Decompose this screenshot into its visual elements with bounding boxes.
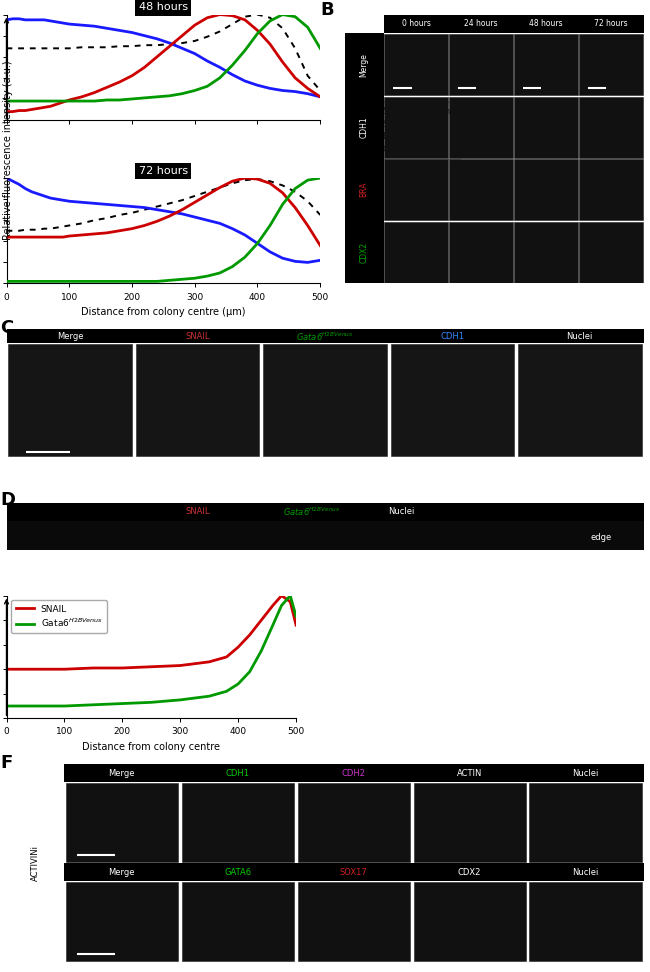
- Text: 0 hours: 0 hours: [402, 19, 430, 28]
- Text: Nuclei: Nuclei: [573, 868, 599, 877]
- Bar: [263, 344, 387, 456]
- Bar: [8, 344, 132, 456]
- Bar: [64, 863, 180, 881]
- Title: 72 hours: 72 hours: [139, 166, 188, 176]
- Bar: [411, 863, 528, 881]
- Bar: [6, 330, 134, 343]
- Text: CDH2: CDH2: [342, 769, 366, 778]
- Bar: [448, 15, 514, 33]
- Bar: [298, 882, 410, 961]
- Bar: [391, 344, 514, 456]
- Text: CDX2: CDX2: [359, 242, 369, 262]
- Bar: [413, 783, 526, 862]
- Bar: [579, 34, 643, 95]
- Text: CDH1: CDH1: [359, 117, 369, 138]
- Text: B: B: [321, 1, 335, 19]
- Bar: [384, 222, 448, 283]
- Bar: [180, 863, 296, 881]
- Bar: [514, 159, 578, 221]
- Bar: [518, 344, 642, 456]
- Bar: [528, 863, 644, 881]
- Bar: [384, 34, 448, 95]
- Bar: [384, 15, 448, 33]
- Text: CDX2: CDX2: [458, 868, 481, 877]
- Text: ACTIN: ACTIN: [457, 769, 482, 778]
- Bar: [389, 330, 516, 343]
- Text: Merge: Merge: [109, 868, 135, 877]
- Bar: [514, 222, 578, 283]
- Text: Merge: Merge: [359, 52, 369, 77]
- Bar: [579, 222, 643, 283]
- Bar: [344, 221, 383, 284]
- Text: Nuclei: Nuclei: [567, 331, 593, 341]
- Bar: [528, 764, 644, 781]
- X-axis label: Distance from colony centre: Distance from colony centre: [83, 742, 220, 752]
- Legend: SNAIL, Gata6$^{H2BVenus}$: SNAIL, Gata6$^{H2BVenus}$: [11, 600, 107, 634]
- Text: Gata6$^{H2BVenus}$: Gata6$^{H2BVenus}$: [296, 330, 354, 342]
- Bar: [449, 159, 513, 221]
- Bar: [261, 330, 389, 343]
- Text: Relative fluorescence intensity (a.u.): Relative fluorescence intensity (a.u.): [3, 61, 14, 240]
- Text: SNAIL: SNAIL: [185, 507, 210, 516]
- Bar: [514, 15, 578, 33]
- Text: Nuclei: Nuclei: [388, 507, 415, 516]
- Bar: [296, 764, 411, 781]
- Bar: [136, 344, 259, 456]
- Bar: [6, 503, 644, 521]
- Text: edge: edge: [590, 534, 612, 542]
- Bar: [134, 330, 261, 343]
- Bar: [182, 783, 294, 862]
- Bar: [344, 96, 383, 158]
- Bar: [66, 882, 178, 961]
- Bar: [384, 159, 448, 221]
- Bar: [449, 34, 513, 95]
- Text: Merge: Merge: [57, 331, 83, 341]
- Bar: [449, 222, 513, 283]
- Legend: Δ Colony height, SOX2, BRACHYURY, CDX2: Δ Colony height, SOX2, BRACHYURY, CDX2: [350, 102, 460, 159]
- Bar: [384, 97, 448, 157]
- Bar: [413, 882, 526, 961]
- Bar: [449, 97, 513, 157]
- Bar: [514, 34, 578, 95]
- Text: SOX17: SOX17: [340, 868, 367, 877]
- Text: CDH1: CDH1: [226, 769, 250, 778]
- Text: SNAIL: SNAIL: [185, 331, 210, 341]
- Text: Nuclei: Nuclei: [573, 769, 599, 778]
- Text: CDH1: CDH1: [441, 331, 464, 341]
- Bar: [296, 863, 411, 881]
- Text: BRA: BRA: [359, 182, 369, 197]
- Text: GATA6: GATA6: [224, 868, 252, 877]
- Bar: [180, 764, 296, 781]
- Title: 48 hours: 48 hours: [139, 2, 188, 13]
- Bar: [578, 15, 644, 33]
- Text: 24 hours: 24 hours: [464, 19, 498, 28]
- Bar: [344, 158, 383, 221]
- Bar: [514, 97, 578, 157]
- Text: D: D: [0, 491, 15, 508]
- Bar: [530, 882, 642, 961]
- Text: C: C: [0, 319, 14, 337]
- Bar: [298, 783, 410, 862]
- Text: Merge: Merge: [109, 769, 135, 778]
- Bar: [344, 33, 383, 96]
- Text: F: F: [0, 754, 12, 772]
- Text: Gata6$^{H2BVenus}$: Gata6$^{H2BVenus}$: [283, 505, 341, 518]
- Text: 72 hours: 72 hours: [594, 19, 628, 28]
- Bar: [516, 330, 644, 343]
- Text: ACTIVINi: ACTIVINi: [31, 846, 40, 882]
- Bar: [64, 764, 180, 781]
- Bar: [579, 159, 643, 221]
- Bar: [182, 882, 294, 961]
- Bar: [411, 764, 528, 781]
- Bar: [530, 783, 642, 862]
- X-axis label: Distance from colony centre (μm): Distance from colony centre (μm): [81, 307, 246, 317]
- Bar: [579, 97, 643, 157]
- Text: 48 hours: 48 hours: [529, 19, 563, 28]
- Bar: [66, 783, 178, 862]
